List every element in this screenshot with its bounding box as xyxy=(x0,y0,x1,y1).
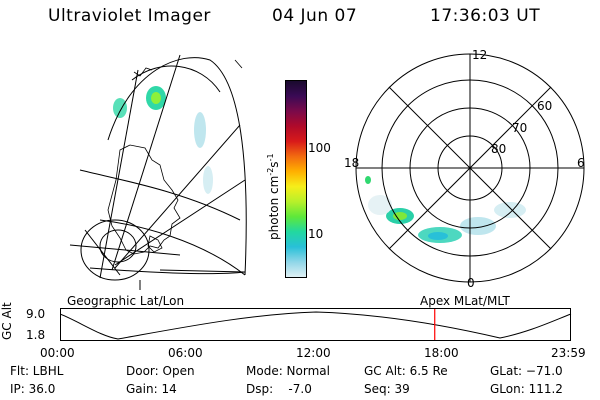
date-label: 04 Jun 07 xyxy=(272,6,358,26)
gc-alt-info: GC Alt: 6.5 Re xyxy=(364,364,448,378)
mlt-label-18: 18 xyxy=(344,156,360,170)
altitude-curve xyxy=(60,311,572,340)
apex-label: Apex MLat/MLT xyxy=(420,294,510,308)
glon-info: GLon: 111.2 xyxy=(490,382,563,396)
filter-info: Flt: LBHL xyxy=(10,364,64,378)
timeline-y-axis-label: GC Alt xyxy=(0,302,14,340)
timeline-x-tick-4: 23:59 xyxy=(551,346,586,360)
colorbar-tick-100: 100 xyxy=(308,141,331,155)
polar-mlt-plot xyxy=(355,53,585,283)
lat-label-80: 80 xyxy=(491,142,507,156)
geographic-label: Geographic Lat/Lon xyxy=(67,294,185,308)
time-label: 17:36:03 UT xyxy=(430,6,541,26)
geographic-map xyxy=(69,54,247,290)
gain-info: Gain: 14 xyxy=(126,382,177,396)
timeline-x-tick-3: 18:00 xyxy=(424,346,459,360)
mode-info: Mode: Normal xyxy=(246,364,330,378)
door-info: Door: Open xyxy=(126,364,195,378)
timeline-y-tick-bottom: 1.8 xyxy=(26,328,46,342)
glat-info: GLat: −71.0 xyxy=(490,364,563,378)
coastline xyxy=(107,144,181,255)
aurora-blob xyxy=(203,166,213,194)
ip-info: IP: 36.0 xyxy=(10,382,56,396)
lat-label-70: 70 xyxy=(512,121,528,135)
colorbar-tick-10: 10 xyxy=(308,227,324,241)
timeline-y-tick-top: 9.0 xyxy=(26,307,46,321)
timeline-x-tick-1: 06:00 xyxy=(168,346,203,360)
mlt-label-6: 6 xyxy=(577,156,585,170)
aurora-blob xyxy=(194,112,206,148)
timeline-x-tick-0: 00:00 xyxy=(40,346,75,360)
mlt-label-12: 12 xyxy=(472,48,488,62)
instrument-title: Ultraviolet Imager xyxy=(48,6,211,26)
dsp-info: Dsp: -7.0 xyxy=(246,382,312,396)
colorbar xyxy=(285,80,307,278)
aurora-core xyxy=(393,212,407,220)
aurora-core xyxy=(151,92,161,104)
mlt-label-0: 0 xyxy=(467,276,475,290)
aurora-blob xyxy=(113,98,127,118)
colorbar-gradient xyxy=(286,81,306,277)
seq-info: Seq: 39 xyxy=(364,382,410,396)
timeline-x-tick-2: 12:00 xyxy=(296,346,331,360)
colorbar-label: photon cm-2s-1 xyxy=(266,153,281,240)
lat-label-60: 60 xyxy=(537,99,553,113)
timeline-plot xyxy=(60,308,572,341)
